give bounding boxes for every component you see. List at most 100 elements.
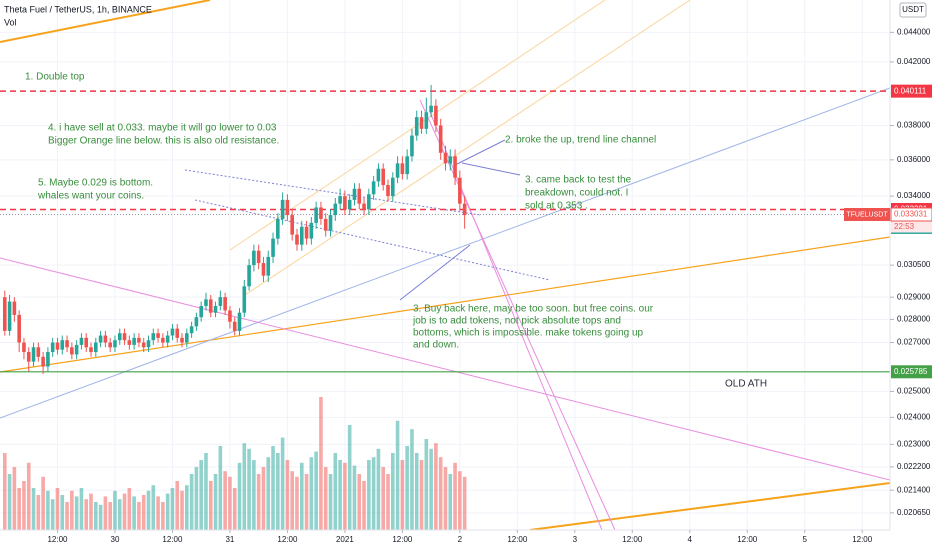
volume-bar <box>7 474 12 530</box>
volume-bar <box>12 467 17 530</box>
volume-bar <box>223 471 227 530</box>
candle-body <box>458 177 462 204</box>
candle-body <box>323 218 328 231</box>
volume-bar <box>70 490 74 530</box>
volume-bar <box>194 467 199 530</box>
annotation: whales want your coins. <box>37 191 144 202</box>
volume-bar <box>50 499 55 530</box>
annotation: 2. broke the up, trend line channel <box>505 135 656 146</box>
volume-bar <box>376 448 381 530</box>
drawings <box>0 0 891 531</box>
candle-body <box>386 185 390 197</box>
candles <box>2 85 467 374</box>
candle-body <box>381 168 386 186</box>
candle-body <box>46 352 50 367</box>
volume-bar <box>204 453 208 530</box>
arrow-line <box>184 169 481 216</box>
y-tick-label: 0.022200 <box>897 462 931 471</box>
x-tick-label: 4 <box>688 535 693 544</box>
x-tick-label: 30 <box>111 535 120 544</box>
volume-bar <box>74 496 79 530</box>
price-tag <box>890 207 932 222</box>
candle-body <box>242 286 247 313</box>
candle-body <box>223 297 227 311</box>
candle-body <box>276 218 280 239</box>
volume-bar <box>36 495 41 530</box>
x-tick-label: 2021 <box>336 535 354 544</box>
candle-body <box>70 347 74 355</box>
volume-bar <box>271 446 275 530</box>
candle-body <box>271 238 275 257</box>
x-tick-label: 12:00 <box>737 535 758 544</box>
currency-box[interactable] <box>899 2 927 18</box>
annotation: sold at 0.353 . <box>525 201 588 212</box>
volume-bar <box>458 471 462 530</box>
candle-body <box>60 340 65 350</box>
candle-body <box>347 199 352 210</box>
volume-bar <box>323 467 328 530</box>
candle-body <box>185 333 189 343</box>
candle-body <box>333 203 338 216</box>
candle-body <box>117 333 122 341</box>
y-tick-label: 0.034000 <box>897 191 931 200</box>
trend-line <box>0 257 891 481</box>
volume-bar <box>199 460 203 530</box>
volume-bar <box>343 462 347 530</box>
symbol-tag-label: TFUELUSDT <box>846 211 888 218</box>
volume-bar <box>17 488 21 530</box>
volume-bar <box>256 474 261 530</box>
candle-body <box>180 337 184 343</box>
y-tick-label: 0.027000 <box>897 338 931 347</box>
candle-body <box>352 188 357 200</box>
volume-bar <box>347 425 352 530</box>
volume-bar <box>381 467 386 530</box>
volume-bar <box>362 481 366 530</box>
currency: USDT <box>902 5 924 14</box>
candle-body <box>237 312 242 331</box>
annotation: bottoms, which is impossible. make token… <box>413 328 644 339</box>
volume-bar <box>185 485 189 530</box>
chart-subtitle: Vol <box>4 17 17 27</box>
volume-bar <box>180 490 184 530</box>
volume-bar <box>103 496 108 530</box>
volume-bar <box>371 457 376 530</box>
candle-body <box>280 199 285 219</box>
candle-body <box>55 342 60 350</box>
candle-body <box>26 352 31 362</box>
price-tag-label: 0.025785 <box>894 367 928 376</box>
candle-body <box>395 163 400 178</box>
volume-bar <box>170 488 175 530</box>
volume-bar <box>113 490 117 530</box>
volume-bar <box>405 446 409 530</box>
chart-title: Theta Fuel / TetherUS, 1h, BINANCE <box>4 4 152 14</box>
y-tick-label: 0.029000 <box>897 292 931 301</box>
x-tick-label: 2 <box>458 535 463 544</box>
trend-line <box>0 87 891 419</box>
candle-body <box>161 337 165 343</box>
candle-body <box>218 297 223 306</box>
candle-body <box>132 337 136 345</box>
candle-body <box>405 156 409 175</box>
volume-bar <box>79 488 84 530</box>
volume-bar <box>132 496 136 530</box>
axes: 0.044000 0.042000 0.038000 0.036000 0.034000… <box>47 27 932 544</box>
candle-body <box>108 342 112 348</box>
candle-body <box>175 328 180 338</box>
candle-body <box>137 337 141 343</box>
y-tick-label: 0.042000 <box>897 57 931 66</box>
x-tick-label: 12:00 <box>47 535 68 544</box>
candle-body <box>79 337 84 345</box>
time-axis <box>0 530 890 550</box>
y-tick-label: 0.036000 <box>897 155 931 164</box>
volume-bar <box>352 465 357 530</box>
y-tick-label: 0.023000 <box>897 440 931 449</box>
symbol-tag <box>844 207 890 221</box>
candle-body <box>204 299 208 306</box>
volume-bar <box>137 502 141 530</box>
candle-body <box>438 125 443 153</box>
candle-body <box>194 317 199 327</box>
countdown: 22:53 <box>894 222 915 231</box>
volume-bar <box>429 448 433 530</box>
volume-bar <box>161 502 165 530</box>
